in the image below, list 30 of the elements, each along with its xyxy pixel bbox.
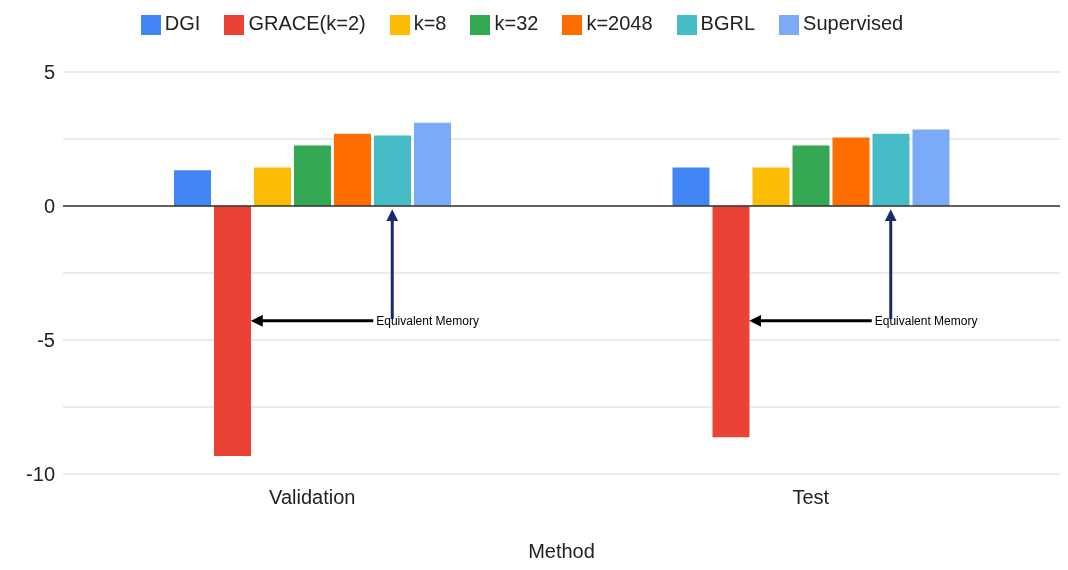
legend-label: DGI [164, 12, 201, 34]
x-tick-label: Test [792, 486, 830, 509]
bar [374, 135, 411, 206]
y-tick-label: -5 [37, 329, 55, 352]
bar [174, 170, 211, 206]
bar [712, 206, 750, 438]
bar [214, 206, 251, 457]
annotation: Equivalent Memory [874, 313, 978, 328]
bar [832, 137, 870, 206]
legend-label: GRACE(k=2) [248, 12, 366, 34]
bar [414, 122, 451, 206]
bar [752, 167, 790, 206]
y-tick-label: 5 [43, 61, 55, 84]
bar [912, 129, 950, 206]
x-axis-title: Method [528, 540, 595, 562]
y-tick-label: 0 [43, 195, 55, 218]
bar [294, 145, 331, 206]
bar [334, 133, 371, 206]
bar [872, 133, 910, 206]
bar [254, 167, 291, 206]
annotation: Equivalent Memory [376, 313, 479, 328]
legend-label: k=2048 [586, 12, 653, 34]
legend-label: Supervised [803, 12, 904, 34]
y-tick-label: -10 [26, 463, 55, 486]
bar [792, 145, 830, 206]
bar [672, 167, 710, 206]
legend-label: k=32 [494, 12, 539, 34]
legend-label: BGRL [700, 12, 756, 34]
x-tick-label: Validation [269, 486, 356, 509]
legend-label: k=8 [413, 12, 447, 34]
